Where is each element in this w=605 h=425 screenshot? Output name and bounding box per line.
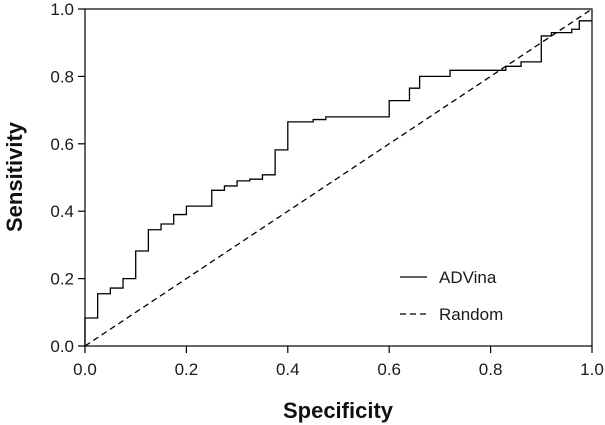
y-tick-label: 1.0	[50, 0, 74, 19]
y-tick-label: 0.2	[50, 270, 74, 289]
x-tick-label: 0.2	[175, 360, 199, 379]
x-tick-label: 1.0	[580, 360, 604, 379]
x-tick-label: 0.6	[377, 360, 401, 379]
x-tick-label: 0.0	[73, 360, 97, 379]
x-axis-ticks: 0.0 0.2 0.4 0.6 0.8 1.0	[73, 346, 604, 379]
x-axis-title: Specificity	[283, 398, 394, 423]
legend-label-random: Random	[439, 305, 503, 324]
y-axis-ticks: 0.0 0.2 0.4 0.6 0.8 1.0	[50, 0, 85, 356]
plot-frame	[84, 8, 593, 347]
y-axis-title: Sensitivity	[2, 121, 27, 232]
x-tick-label: 0.4	[276, 360, 300, 379]
series-layer	[84, 8, 593, 347]
legend: ADVina Random	[400, 268, 503, 324]
y-tick-label: 0.4	[50, 202, 74, 221]
series-line-advina	[84, 20, 592, 346]
x-tick-label: 0.8	[479, 360, 503, 379]
legend-label-advina: ADVina	[439, 268, 497, 287]
y-tick-label: 0.8	[50, 67, 74, 86]
series-line-random	[84, 8, 593, 347]
y-tick-label: 0.6	[50, 135, 74, 154]
y-tick-label: 0.0	[50, 337, 74, 356]
